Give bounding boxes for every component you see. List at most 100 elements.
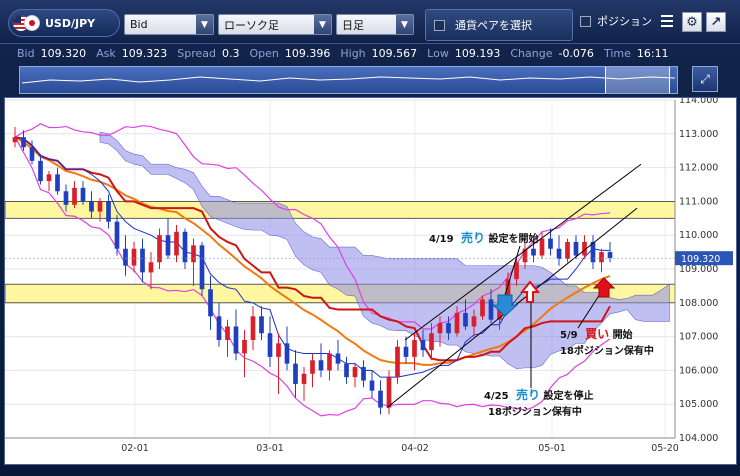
candle-body: [148, 262, 154, 273]
y-tick-label: 108.000: [679, 298, 718, 309]
candle-body: [114, 221, 120, 249]
chart-navigator[interactable]: [19, 66, 678, 94]
candle-body: [267, 333, 273, 357]
annotation-buy-start-positions: 18ポジション保有中: [560, 344, 654, 357]
candle-body: [89, 201, 94, 212]
price-chart[interactable]: 114.000 113.000 112.000 111.000 110.000 109.0…: [4, 97, 737, 465]
x-tick-label: 03-01: [256, 443, 284, 454]
candle-body: [582, 241, 587, 256]
candle-body: [454, 312, 460, 334]
price-type-value: Bid: [130, 18, 148, 31]
candle-body: [12, 137, 18, 143]
candle-body: [301, 373, 307, 384]
y-tick-label: 104.000: [679, 433, 718, 444]
candle-body: [174, 231, 179, 256]
channel-upper-line: [404, 163, 642, 341]
sell-arrow-icon: [491, 294, 519, 317]
navigator-thumb[interactable]: [604, 67, 671, 93]
y-tick-label: 112.000: [679, 163, 718, 174]
annotation-sell-stop: 4/25 売り 設定を停止: [484, 387, 594, 402]
high-label: High: [340, 46, 366, 60]
timeframe-value: 日足: [342, 18, 364, 32]
bid-value: 109.320: [40, 46, 87, 60]
candle-body: [522, 248, 528, 263]
position-toggle[interactable]: ポジション: [580, 13, 652, 29]
candle-body: [131, 248, 137, 266]
chevron-down-icon: ▼: [314, 15, 331, 34]
y-tick-label: 113.000: [679, 129, 718, 140]
y-tick-label: 105.000: [679, 399, 718, 410]
ask-label: Ask: [96, 46, 116, 60]
annotation-buy-start-text: 開始: [613, 328, 633, 341]
candle-body: [514, 262, 519, 280]
time-value: 16:11: [636, 46, 669, 60]
candle-body: [216, 316, 222, 340]
candle-body: [556, 248, 562, 259]
candle-body: [446, 323, 451, 334]
expand-chart-icon[interactable]: ⤢: [692, 66, 718, 92]
y-tick-label: 106.000: [679, 365, 718, 376]
candle-body: [250, 316, 256, 340]
timeframe-select[interactable]: 日足 ▼: [336, 14, 414, 35]
candle-body: [199, 245, 205, 290]
bollinger-upper-line: [14, 123, 611, 330]
candle-body: [327, 353, 332, 371]
candle-body: [276, 343, 281, 357]
toolbar: USD/JPY Bid ▼ ローソク足 ▼ 日足 ▼ 通貨ペアを選択 ポジション…: [0, 0, 740, 44]
candle-body: [38, 160, 43, 182]
currency-pair-label: USD/JPY: [45, 16, 96, 30]
candle-body: [335, 353, 341, 364]
candle-body: [242, 339, 247, 354]
select-currency-pair-button[interactable]: 通貨ペアを選択: [425, 9, 573, 41]
annotation-sell-stop-date: 4/25: [484, 391, 509, 402]
candle-body: [191, 245, 196, 263]
annotation-buy-start-pointer: [577, 293, 601, 329]
candle-body: [599, 252, 604, 263]
candle-body: [437, 323, 443, 334]
change-label: Change: [510, 46, 553, 60]
navigator-sparkline: [21, 76, 676, 84]
annotation-sell-stop-positions: 18ポジション保有中: [488, 405, 582, 418]
candle-body: [140, 248, 145, 273]
external-arrow-icon[interactable]: ↗: [706, 12, 726, 32]
gear-icon[interactable]: ⚙: [682, 12, 702, 32]
candle-body: [318, 360, 324, 371]
candle-body: [55, 174, 60, 192]
candle-body: [548, 238, 553, 249]
price-zone-band: [5, 201, 676, 219]
spread-value: 0.3: [221, 46, 240, 60]
time-label: Time: [603, 46, 631, 60]
open-label: Open: [249, 46, 279, 60]
candle-body: [344, 363, 349, 378]
candle-body: [293, 363, 298, 384]
candle-body: [259, 316, 264, 334]
candle-body: [497, 306, 502, 320]
candle-body: [21, 137, 26, 148]
pair-checkbox[interactable]: [434, 19, 445, 31]
y-tick-label: 107.000: [679, 332, 718, 343]
candle-body: [471, 316, 477, 327]
candle-body: [46, 174, 52, 182]
candle-body: [607, 252, 613, 259]
candle-body: [505, 279, 511, 307]
buy-arrow-icon: [592, 277, 616, 298]
candle-body: [369, 380, 375, 391]
high-value: 109.567: [371, 46, 418, 60]
candle-body: [361, 367, 366, 381]
price-type-select[interactable]: Bid ▼: [124, 14, 214, 35]
chart-type-select[interactable]: ローソク足 ▼: [218, 14, 332, 35]
position-checkbox[interactable]: [580, 15, 591, 27]
low-value: 109.193: [454, 46, 501, 60]
currency-pair-badge[interactable]: USD/JPY: [8, 9, 120, 37]
candle-body: [157, 235, 162, 263]
candle-body: [80, 187, 86, 202]
candle-body: [352, 367, 358, 378]
candle-body: [97, 201, 103, 212]
y-tick-label: 114.000: [679, 98, 718, 106]
chevron-down-icon: ▼: [396, 15, 413, 34]
annotation-sell-start-pointer: [504, 245, 521, 296]
annotation-sell-start: 4/19 売り 設定を開始: [429, 230, 539, 245]
hamburger-icon[interactable]: [661, 15, 673, 27]
candle-body: [182, 231, 188, 263]
